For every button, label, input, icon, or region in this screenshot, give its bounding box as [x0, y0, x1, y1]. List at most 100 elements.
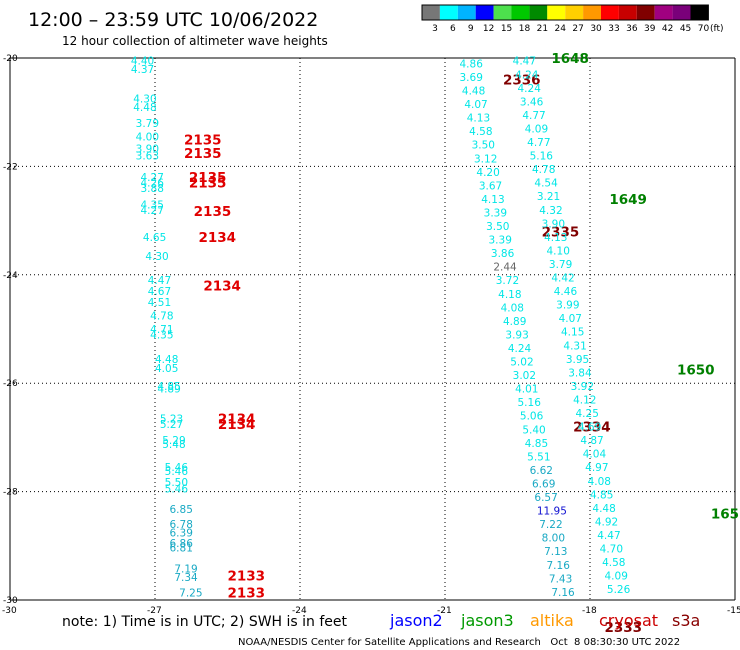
- pass-time-label: 2334: [573, 420, 611, 436]
- color-legend: 3 6 9 12 15 18 21 24 27 30 33 36 39 42 45 70 (ft): [421, 4, 724, 34]
- swh-value: 3.02: [513, 370, 536, 382]
- lon-label: -21: [437, 606, 452, 616]
- swh-value: 3.79: [549, 259, 572, 271]
- track-track_c: 4.474.244.243.464.774.094.775.164.784.54…: [513, 51, 739, 596]
- swh-value: 3.93: [505, 329, 528, 341]
- swh-value: 4.48: [155, 354, 178, 366]
- swh-value: 3.99: [556, 300, 579, 312]
- swh-value: 4.69: [578, 422, 601, 434]
- swh-value: 4.48: [592, 503, 615, 515]
- swh-value: 6.85: [170, 504, 193, 516]
- legend-bin-label: 70: [698, 24, 710, 34]
- swh-value: 4.00: [136, 132, 159, 144]
- legend-bin-label: 15: [501, 24, 512, 34]
- swh-value: 4.87: [580, 435, 603, 447]
- lat-label: -24: [3, 271, 18, 281]
- swh-value: 3.95: [566, 354, 589, 366]
- swh-value: 3.90: [136, 144, 159, 156]
- swh-value: 4.86: [460, 58, 484, 70]
- swh-value: 5.29: [162, 435, 185, 447]
- pass-time-label: 2134: [218, 411, 256, 427]
- legend-swatch: [439, 5, 458, 20]
- swh-value: 4.85: [157, 381, 180, 393]
- swh-value: 3.46: [520, 96, 544, 108]
- swh-value: 4.07: [559, 313, 582, 325]
- pass-time-label: 2133: [228, 569, 266, 585]
- lon-label: -24: [292, 606, 307, 616]
- swh-value: 4.77: [527, 137, 550, 149]
- swh-value: 4.42: [551, 273, 574, 285]
- track-track_b: 4.863.694.484.074.134.583.503.124.203.67…: [460, 58, 643, 636]
- pass-time-label: 1649: [609, 192, 647, 208]
- swh-value: 4.30: [145, 251, 168, 263]
- swh-value: 4.08: [501, 302, 524, 314]
- swh-value: 3.79: [136, 118, 159, 130]
- swh-value: 3.39: [489, 235, 512, 247]
- swh-value: 3.92: [571, 381, 594, 393]
- legend-bin-label: 3: [432, 24, 438, 34]
- swh-value: 3.84: [568, 367, 592, 379]
- swh-value: 3.50: [472, 140, 495, 152]
- swh-value: 5.50: [165, 477, 188, 489]
- pass-time-label: 2336: [503, 73, 541, 89]
- swh-value: 4.47: [597, 530, 620, 542]
- swh-value: 5.23: [160, 413, 183, 425]
- swh-value: 6.81: [170, 542, 193, 554]
- legend-swatch: [475, 5, 494, 20]
- swh-value: 5.51: [527, 451, 550, 463]
- track-track_a: 4.404.374.304.483.794.003.903.634.274.26…: [131, 56, 265, 602]
- legend-swatch: [601, 5, 619, 20]
- swh-value: 4.54: [534, 178, 558, 190]
- pass-time-label: 2335: [542, 224, 580, 240]
- swh-value: 4.18: [498, 289, 521, 301]
- swh-value: 4.35: [150, 329, 173, 341]
- legend-swatch: [672, 5, 691, 20]
- swh-value: 4.01: [515, 384, 538, 396]
- swh-value: 4.30: [133, 94, 156, 106]
- swh-value: 3.72: [496, 275, 519, 287]
- axis-labels: -20 -22 -24 -26 -28 -30-30 -27 -24 -21 -18 -15: [2, 54, 740, 616]
- swh-value: 5.48: [162, 439, 185, 451]
- swh-value: 4.24: [515, 69, 539, 81]
- swh-value: 4.26: [141, 178, 165, 190]
- pass-time-label: 165: [711, 506, 739, 522]
- swh-value: 8.00: [542, 533, 565, 545]
- legend-bin-label: 36: [626, 24, 638, 34]
- swh-value: 4.77: [522, 110, 545, 122]
- swh-value: 7.34: [174, 572, 198, 584]
- swh-value: 3.67: [479, 180, 502, 192]
- swh-value: 6.62: [530, 465, 553, 477]
- swh-value: 5.16: [530, 151, 554, 163]
- swh-value: 4.27: [141, 205, 164, 217]
- map-title: 12:00 – 23:59 UTC 10/06/2022: [28, 9, 318, 31]
- swh-value: 4.70: [600, 544, 623, 556]
- swh-value: 6.57: [534, 492, 557, 504]
- lat-lon-grid: [9, 57, 736, 601]
- swh-value: 4.13: [467, 113, 490, 125]
- swh-value: 3.50: [486, 221, 509, 233]
- swh-value: 7.16: [547, 560, 571, 572]
- legend-swatch: [547, 5, 566, 20]
- swh-value: 7.13: [544, 546, 567, 558]
- swh-value: 4.97: [585, 462, 608, 474]
- pass-time-label: 2134: [199, 230, 237, 246]
- swh-value: 5.40: [522, 424, 545, 436]
- swh-value: 3.88: [141, 183, 164, 195]
- swh-value: 6.86: [170, 538, 194, 550]
- lat-label: -26: [3, 379, 18, 389]
- lat-label: -30: [3, 596, 18, 606]
- swh-value: 4.51: [148, 297, 171, 309]
- footer-note: note: 1) Time is in UTC; 2) SWH is in fe…: [62, 614, 348, 630]
- swh-value: 4.89: [503, 316, 526, 328]
- swh-value: 4.92: [595, 516, 618, 528]
- swh-value: 4.85: [525, 438, 548, 450]
- swh-value: 4.09: [525, 123, 548, 135]
- swh-value: 4.47: [148, 275, 171, 287]
- swh-value: 4.65: [143, 232, 166, 244]
- lon-label: -18: [582, 606, 597, 616]
- swh-value: 7.19: [174, 564, 197, 576]
- legend-bin-label: 12: [483, 24, 494, 34]
- legend-bin-label: 42: [662, 24, 673, 34]
- swh-value: 2.44: [493, 262, 517, 274]
- swh-value: 4.24: [508, 343, 532, 355]
